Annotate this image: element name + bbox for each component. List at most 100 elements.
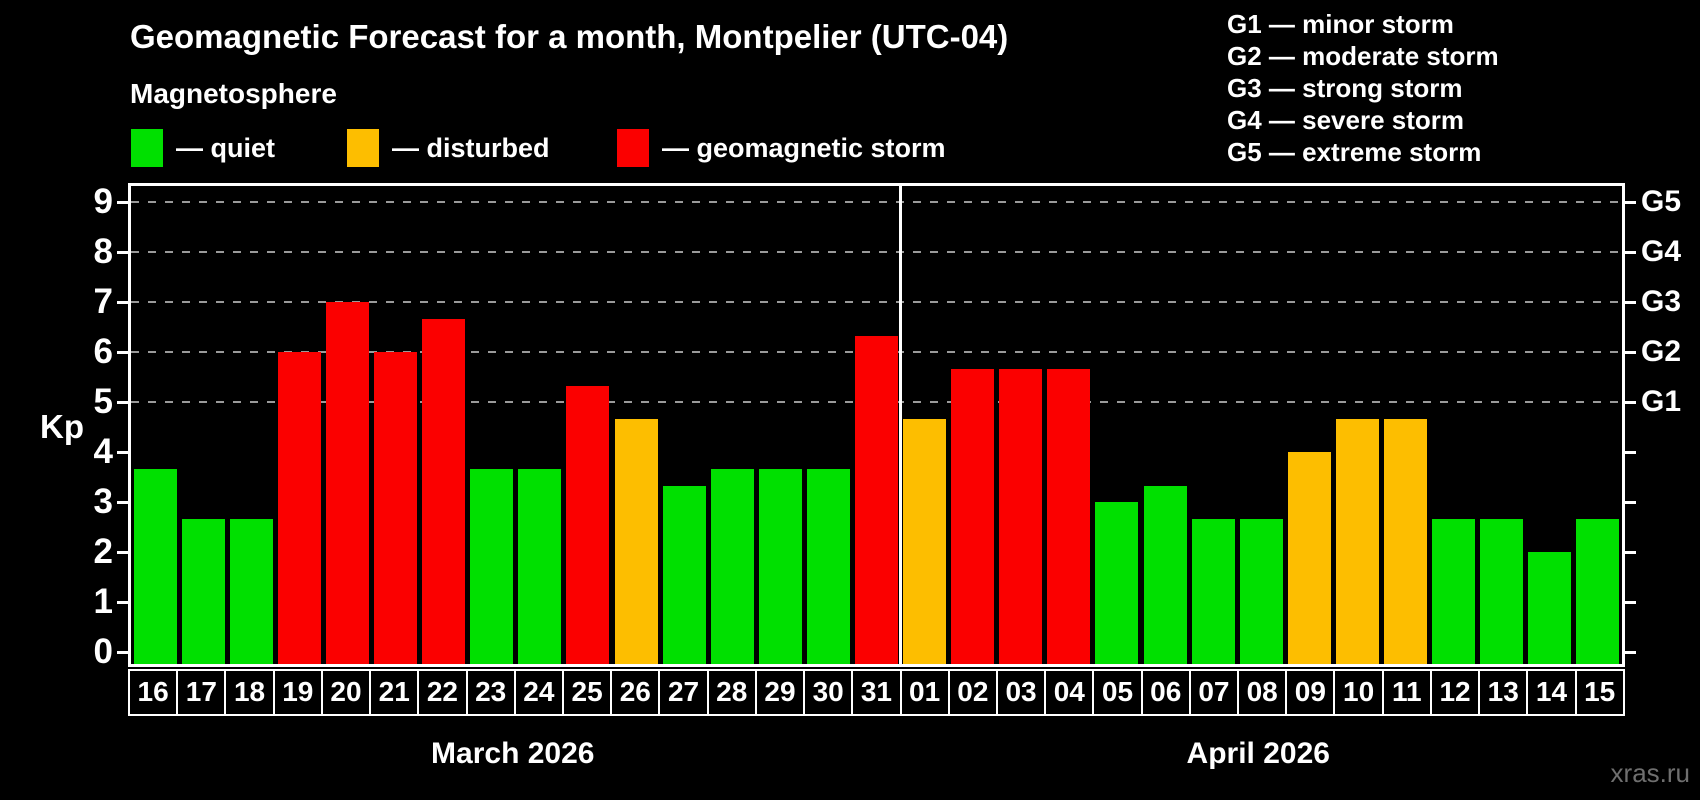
gridline-kp-7 — [131, 301, 1622, 303]
left-axis-tick — [117, 450, 128, 454]
y-tick-label: 3 — [93, 482, 113, 521]
kp-bar-27 — [662, 485, 706, 664]
day-label: 20 — [320, 669, 372, 716]
right-axis-tick — [1625, 450, 1636, 454]
right-axis-tick — [1625, 600, 1636, 604]
y-axis-title: Kp — [40, 408, 84, 445]
kp-bar-28 — [710, 468, 754, 664]
storm-scale-line: G5 — extreme storm — [1227, 137, 1482, 167]
left-axis-tick — [117, 500, 128, 504]
legend-item-quiet: — quiet — [131, 128, 275, 168]
plot-border-right — [1622, 183, 1625, 667]
g-scale-label: G4 — [1641, 235, 1682, 268]
kp-bar-06 — [1143, 485, 1187, 664]
kp-bar-19 — [277, 352, 321, 664]
left-axis-tick — [117, 250, 128, 254]
y-tick-label: 1 — [93, 582, 113, 621]
storm-scale-legend: G1 — minor storm G2 — moderate storm G3 — … — [1227, 8, 1499, 168]
kp-bar-15 — [1576, 518, 1620, 664]
left-axis-tick — [117, 400, 128, 404]
day-label: 14 — [1526, 669, 1577, 716]
g-scale-label: G1 — [1641, 385, 1682, 418]
day-label: 07 — [1188, 669, 1240, 716]
day-label: 09 — [1285, 669, 1336, 716]
plot-border-left — [128, 183, 131, 667]
kp-bar-22 — [422, 318, 466, 664]
gridline-kp-8 — [131, 251, 1622, 253]
month-divider-line — [899, 186, 903, 664]
day-label: 18 — [224, 669, 275, 716]
day-label: 02 — [947, 669, 998, 716]
legend-item-label: — disturbed — [392, 132, 550, 163]
kp-bar-18 — [229, 518, 273, 664]
month-label: March 2026 — [431, 737, 595, 770]
page-title: Geomagnetic Forecast for a month, Montpe… — [130, 18, 1009, 55]
day-label: 05 — [1092, 669, 1143, 716]
right-axis-tick — [1625, 650, 1636, 654]
kp-bar-29 — [758, 468, 802, 664]
y-tick-label: 0 — [93, 632, 113, 671]
right-axis-tick — [1625, 250, 1636, 254]
kp-bar-11 — [1384, 418, 1428, 664]
day-label: 17 — [176, 669, 227, 716]
storm-scale-line: G2 — moderate storm — [1227, 41, 1499, 71]
y-tick-label: 2 — [93, 532, 113, 571]
kp-bar-05 — [1095, 502, 1139, 664]
kp-bar-31 — [855, 335, 898, 664]
kp-bar-09 — [1287, 452, 1331, 664]
left-axis-tick — [117, 550, 128, 554]
watermark: xras.ru — [1610, 758, 1690, 788]
day-label: 23 — [465, 669, 516, 716]
plot-border-top — [128, 183, 1625, 186]
kp-bar-03 — [999, 368, 1043, 664]
kp-bar-20 — [325, 302, 369, 664]
day-label: 26 — [610, 669, 661, 716]
kp-bar-04 — [1047, 368, 1091, 664]
right-axis-tick — [1625, 500, 1636, 504]
storm-scale-line: G1 — minor storm — [1227, 9, 1454, 39]
kp-bar-10 — [1335, 418, 1379, 664]
day-label: 29 — [754, 669, 806, 716]
g-scale-label: G5 — [1641, 185, 1682, 218]
y-tick-label: 9 — [93, 182, 113, 221]
day-label: 19 — [272, 669, 323, 716]
legend-item-label: — geomagnetic storm — [662, 132, 946, 163]
kp-bar-17 — [181, 518, 225, 664]
day-label-row: 16 17 18 19 20 21 22 23 24 25 26 27 28 29 30 31 01 02 03 04… — [128, 669, 1625, 716]
day-label: 13 — [1478, 669, 1529, 716]
kp-bar-02 — [951, 368, 995, 664]
left-axis-tick — [117, 200, 128, 204]
right-axis-tick — [1625, 400, 1636, 404]
kp-bar-30 — [806, 468, 850, 664]
kp-bar-13 — [1480, 518, 1524, 664]
legend-item-storm: — geomagnetic storm — [617, 128, 946, 168]
plot-border-bottom — [128, 664, 1625, 667]
legend-swatch-quiet-icon — [131, 129, 163, 167]
y-tick-label: 8 — [93, 232, 113, 271]
left-axis-tick — [117, 600, 128, 604]
day-label: 30 — [803, 669, 854, 716]
left-axis-tick — [117, 350, 128, 354]
kp-bar-07 — [1191, 518, 1235, 664]
day-label: 31 — [851, 669, 902, 716]
day-label: 15 — [1574, 669, 1625, 716]
day-label: 24 — [513, 669, 564, 716]
y-tick-label: 7 — [93, 282, 113, 321]
y-tick-label: 6 — [93, 332, 113, 371]
legend-item-label: — quiet — [176, 132, 275, 163]
legend-item-disturbed: — disturbed — [347, 128, 550, 168]
day-label: 03 — [995, 669, 1047, 716]
g-scale-label: G2 — [1641, 335, 1682, 368]
gridline-kp-9 — [131, 201, 1622, 203]
right-axis-tick — [1625, 350, 1636, 354]
legend-swatch-storm-icon — [617, 129, 649, 167]
month-label: April 2026 — [1186, 737, 1330, 770]
day-label: 27 — [658, 669, 709, 716]
kp-bar-21 — [374, 352, 418, 664]
kp-bar-23 — [470, 468, 514, 664]
kp-bar-26 — [614, 418, 658, 664]
y-tick-label: 5 — [93, 382, 113, 421]
legend-swatch-disturbed-icon — [347, 129, 379, 167]
day-label: 11 — [1381, 669, 1432, 716]
